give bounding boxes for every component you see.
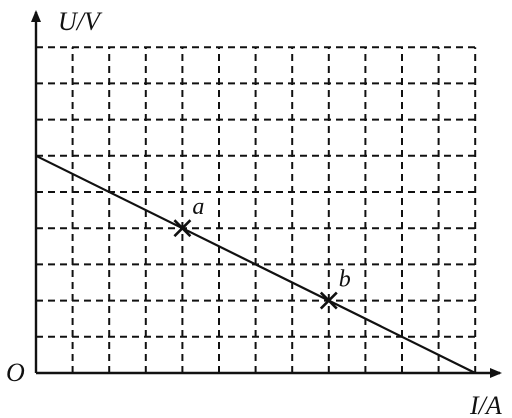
point-label-a: a: [192, 194, 204, 220]
y-axis-label: U/V: [58, 7, 103, 36]
x-axis-label: I/A: [469, 391, 502, 418]
grid: [36, 47, 475, 373]
point-label-b: b: [339, 267, 351, 293]
origin-label: O: [6, 358, 25, 387]
point-markers: ab: [174, 194, 350, 308]
